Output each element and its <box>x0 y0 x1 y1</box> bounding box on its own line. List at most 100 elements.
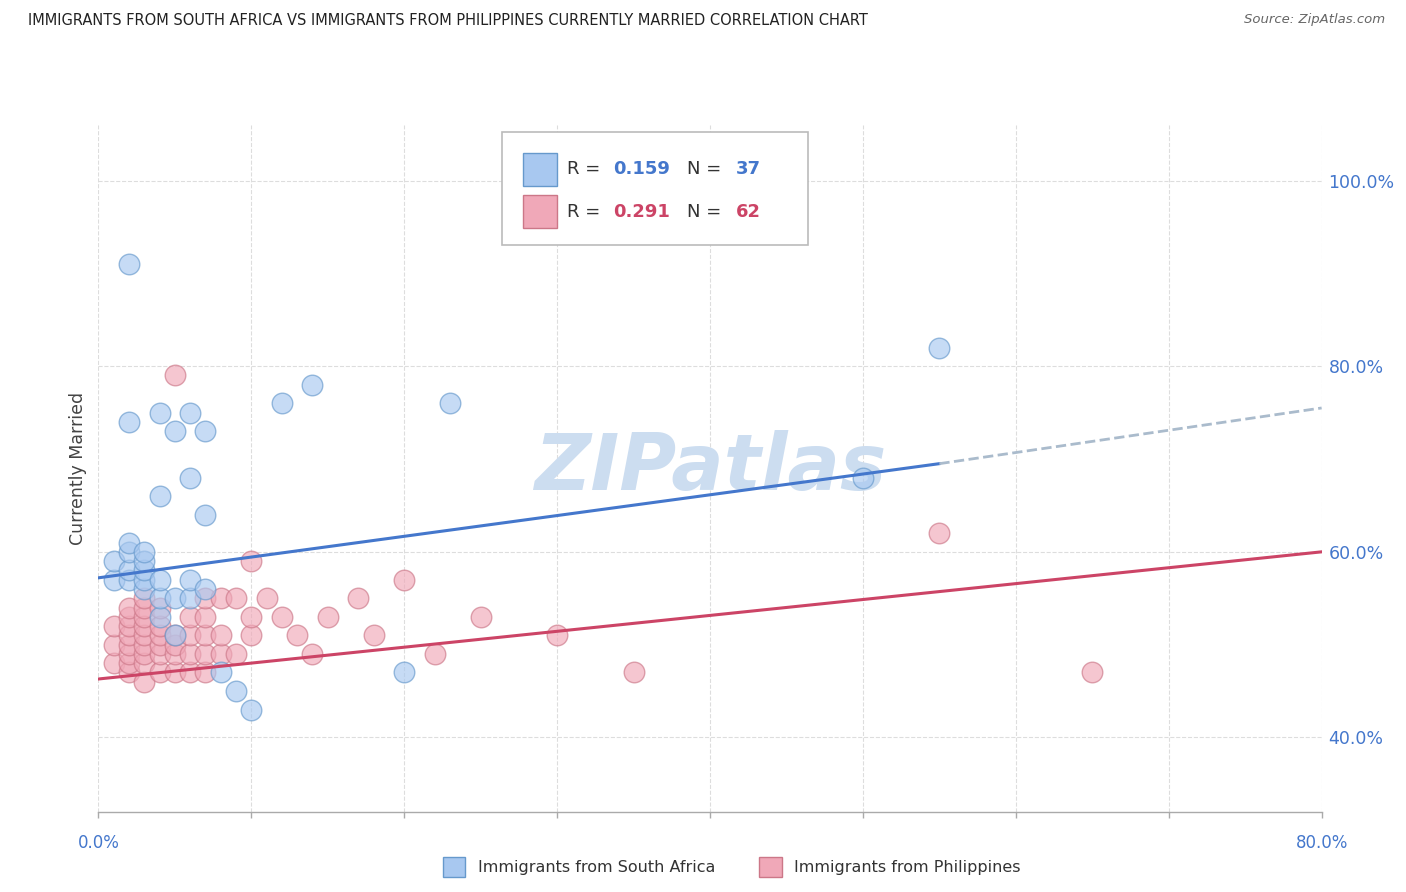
Point <box>134 591 156 606</box>
Point <box>149 609 172 624</box>
Point <box>1081 665 1104 680</box>
Text: 0.159: 0.159 <box>613 161 671 178</box>
Point <box>118 563 141 577</box>
Point <box>134 674 156 689</box>
Point <box>163 424 186 438</box>
Point <box>134 619 156 633</box>
Point <box>134 657 156 671</box>
Text: R =: R = <box>567 161 606 178</box>
Point <box>363 628 385 642</box>
Point <box>118 628 141 642</box>
Point <box>194 508 217 522</box>
Point <box>209 591 232 606</box>
Point <box>623 665 645 680</box>
Point <box>118 657 141 671</box>
Point <box>285 628 308 642</box>
Point <box>179 470 201 484</box>
Point <box>163 368 186 383</box>
Point <box>149 406 172 420</box>
Point <box>209 665 232 680</box>
Point <box>392 573 416 587</box>
Point <box>194 591 217 606</box>
Point <box>301 377 323 392</box>
FancyBboxPatch shape <box>502 132 808 245</box>
Point <box>179 647 201 661</box>
Point <box>118 535 141 549</box>
Point <box>118 619 141 633</box>
Text: Immigrants from South Africa: Immigrants from South Africa <box>478 860 716 874</box>
Point <box>134 647 156 661</box>
Bar <box>523 153 557 186</box>
Point <box>423 647 446 661</box>
Point <box>149 489 172 503</box>
Point <box>194 647 217 661</box>
Point <box>179 628 201 642</box>
Point <box>209 647 232 661</box>
Point <box>118 415 141 429</box>
Point <box>852 470 875 484</box>
Point <box>179 573 201 587</box>
Point <box>134 573 156 587</box>
Point <box>240 628 263 642</box>
Point <box>240 554 263 568</box>
Point <box>240 609 263 624</box>
Point <box>163 591 186 606</box>
Point <box>163 647 186 661</box>
Point <box>347 591 370 606</box>
Point <box>256 591 278 606</box>
Point <box>301 647 323 661</box>
Point <box>134 628 156 642</box>
Point <box>118 647 141 661</box>
Point <box>163 628 186 642</box>
Point <box>225 684 247 698</box>
Point <box>316 609 339 624</box>
Point <box>179 591 201 606</box>
Text: ZIPatlas: ZIPatlas <box>534 430 886 507</box>
Point <box>149 638 172 652</box>
Point <box>103 638 125 652</box>
Point <box>439 396 461 410</box>
Point <box>118 609 141 624</box>
Point <box>118 573 141 587</box>
Point <box>118 665 141 680</box>
Text: 0.291: 0.291 <box>613 202 671 221</box>
Point <box>134 600 156 615</box>
Point <box>179 665 201 680</box>
Text: 37: 37 <box>735 161 761 178</box>
Point <box>134 545 156 559</box>
Point <box>225 647 247 661</box>
Point <box>194 609 217 624</box>
Text: 80.0%: 80.0% <box>1295 834 1348 852</box>
Point <box>209 628 232 642</box>
Text: R =: R = <box>567 202 606 221</box>
Point <box>134 609 156 624</box>
Point <box>134 563 156 577</box>
Point <box>928 341 950 355</box>
Point <box>118 257 141 271</box>
Point <box>103 573 125 587</box>
Point <box>149 647 172 661</box>
Point <box>392 665 416 680</box>
Point <box>118 600 141 615</box>
Point <box>470 609 492 624</box>
Point <box>179 406 201 420</box>
Text: IMMIGRANTS FROM SOUTH AFRICA VS IMMIGRANTS FROM PHILIPPINES CURRENTLY MARRIED CO: IMMIGRANTS FROM SOUTH AFRICA VS IMMIGRAN… <box>28 13 868 29</box>
Point <box>163 665 186 680</box>
Point <box>270 396 292 410</box>
Point <box>163 628 186 642</box>
Point <box>149 573 172 587</box>
Text: Source: ZipAtlas.com: Source: ZipAtlas.com <box>1244 13 1385 27</box>
Text: N =: N = <box>686 202 727 221</box>
Point <box>149 619 172 633</box>
Point <box>134 554 156 568</box>
Point <box>118 638 141 652</box>
Text: Immigrants from Philippines: Immigrants from Philippines <box>794 860 1021 874</box>
Point <box>149 591 172 606</box>
Point <box>225 591 247 606</box>
Text: N =: N = <box>686 161 727 178</box>
Point <box>118 545 141 559</box>
Point <box>546 628 568 642</box>
Point <box>194 582 217 596</box>
Point <box>240 703 263 717</box>
Point <box>149 665 172 680</box>
